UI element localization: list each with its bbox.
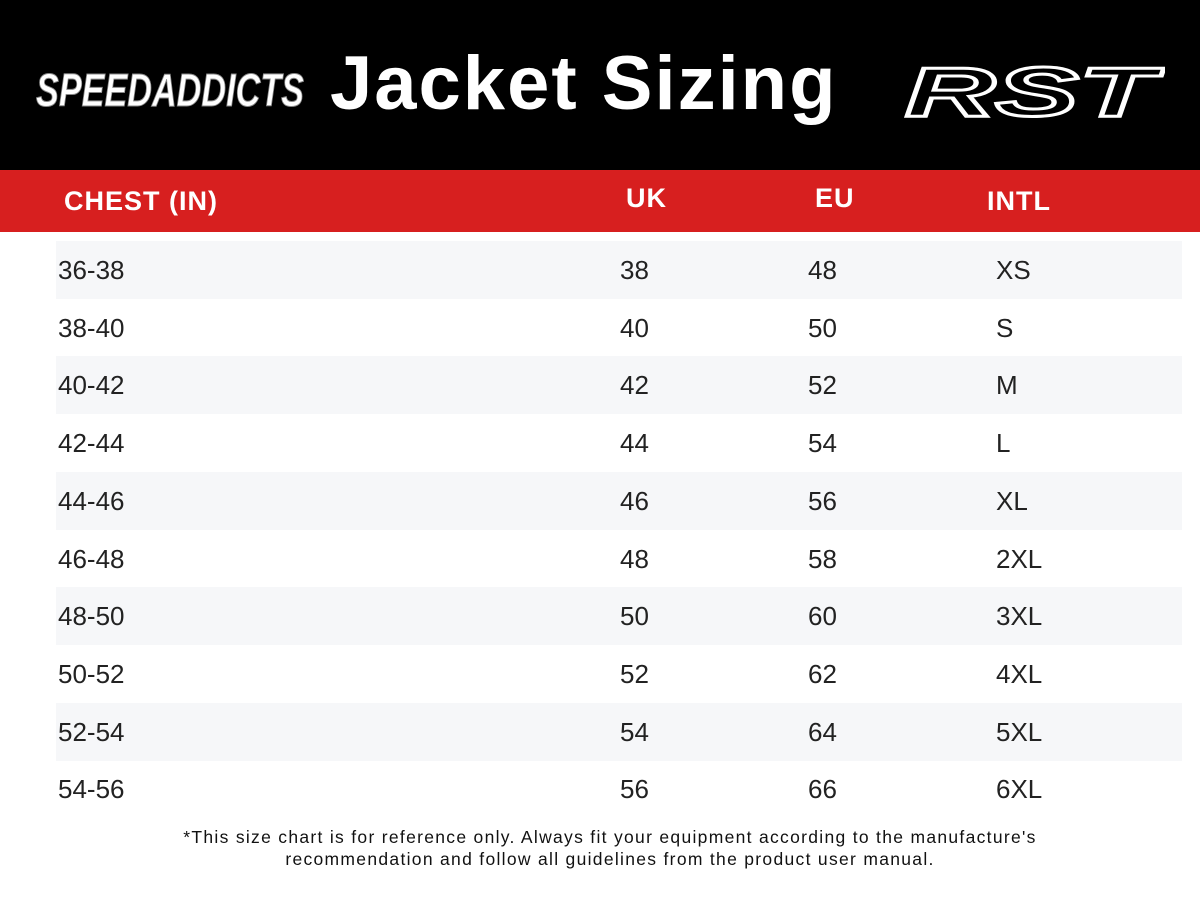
table-cell: 40 <box>620 312 649 343</box>
table-row: 48-50 50 60 3XL <box>56 587 1182 646</box>
table-cell: 56 <box>620 774 649 805</box>
table-cell: 66 <box>808 774 837 805</box>
table-cell: 5XL <box>996 716 1043 747</box>
column-header <box>0 170 1200 232</box>
table-cell: 40-42 <box>58 370 125 401</box>
left-logo-text: SPEEDADDICTS <box>36 64 304 116</box>
table-row: 52-54 54 64 5XL <box>56 702 1182 761</box>
table-cell: 36-38 <box>58 255 125 285</box>
table-cell: 48 <box>808 255 837 285</box>
table-cell: 46 <box>620 485 649 516</box>
table-cell: 52-54 <box>58 716 125 747</box>
table-row: 44-46 46 56 XL <box>56 471 1182 530</box>
table-row: 46-48 48 58 2XL <box>56 530 1182 588</box>
table-cell: 54 <box>620 716 649 747</box>
table-cell: 38-40 <box>58 312 125 343</box>
column-label: UK <box>626 183 667 213</box>
table-cell: 62 <box>808 658 837 689</box>
table-cell: 50 <box>620 601 649 632</box>
table-cell: 56 <box>808 485 837 516</box>
table-cell: S <box>996 312 1014 343</box>
right-logo-text: RST <box>905 53 1164 131</box>
table-cell: 58 <box>808 543 837 574</box>
table-cell: 42 <box>620 370 649 401</box>
table-cell: 52 <box>620 658 649 689</box>
table-cell: 54-56 <box>58 774 125 805</box>
table-row: 38-40 40 50 S <box>56 299 1182 357</box>
table-cell: 2XL <box>996 543 1043 574</box>
table-row: 36-38 38 48 XS <box>56 241 1182 299</box>
right-logo: RST <box>904 52 1166 133</box>
table-row: 40-42 42 52 M <box>56 356 1182 415</box>
table-cell: 48 <box>620 543 649 574</box>
column-label: EU <box>815 183 855 213</box>
left-logo: SPEEDADDICTS <box>36 64 305 117</box>
table-cell: 48-50 <box>58 601 125 632</box>
table-row: 42-44 44 54 L <box>56 414 1182 472</box>
table-cell: 50 <box>808 312 837 343</box>
header: SPEEDADDICTS Jacket Sizing RST <box>0 0 1200 170</box>
table-cell: 42-44 <box>58 428 125 459</box>
table-cell: 4XL <box>996 658 1043 689</box>
table-cell: 50-52 <box>58 658 125 689</box>
table-cell: XL <box>996 485 1028 516</box>
column-label: CHEST (IN) <box>64 186 218 216</box>
table-cell: 54 <box>808 428 837 459</box>
table-cell: 60 <box>808 601 837 632</box>
column-label: INTL <box>987 186 1051 216</box>
table-cell: M <box>996 370 1018 401</box>
table-cell: 44 <box>620 428 649 459</box>
table-cell: 46-48 <box>58 543 125 574</box>
footnote-line: *This size chart is for reference only. … <box>183 827 1037 847</box>
table-cell: 44-46 <box>58 485 125 516</box>
title: Jacket Sizing <box>330 41 838 126</box>
table-cell: 3XL <box>996 601 1043 632</box>
table-cell: XS <box>996 255 1031 285</box>
table-cell: 52 <box>808 370 837 401</box>
table-cell: 38 <box>620 255 649 285</box>
table-cell: L <box>996 428 1011 459</box>
table-row: 50-52 52 62 4XL <box>56 645 1182 703</box>
table-cell: 6XL <box>996 774 1043 805</box>
table-cell: 64 <box>808 716 837 747</box>
table-row: 54-56 56 66 6XL <box>56 760 1182 818</box>
footnote-line: recommendation and follow all guidelines… <box>285 849 935 869</box>
